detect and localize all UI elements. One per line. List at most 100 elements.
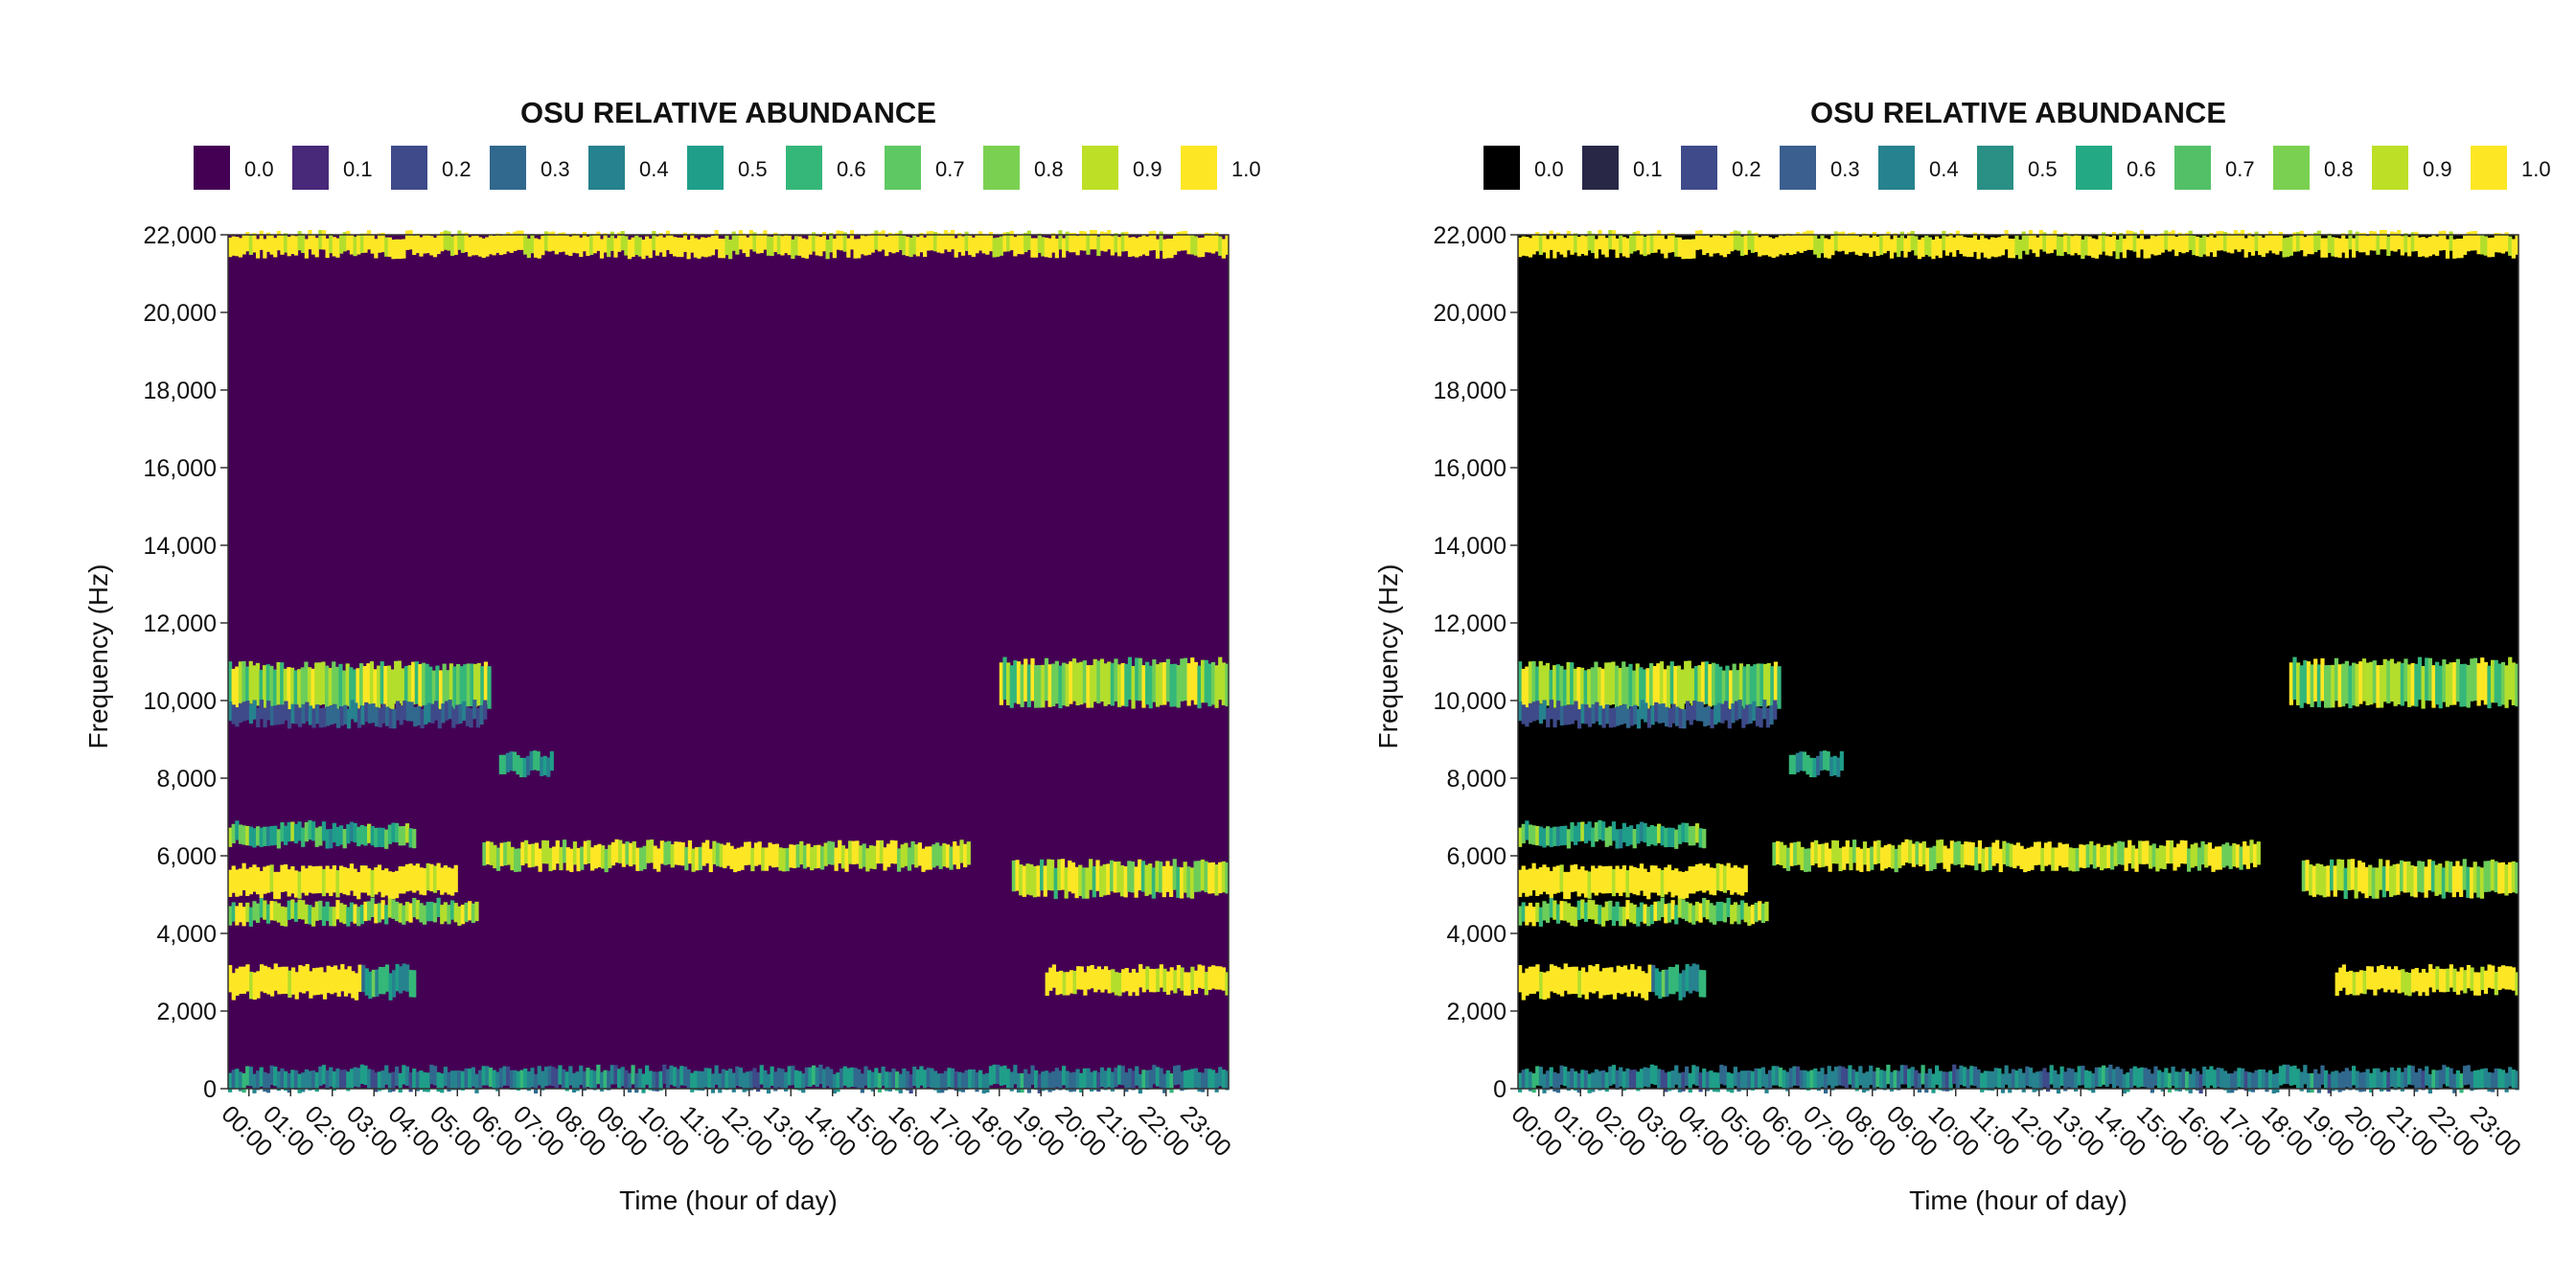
- heatmap-cell: [493, 844, 497, 869]
- heatmap-cell: [763, 1070, 768, 1091]
- heatmap-cell: [2441, 867, 2446, 899]
- heatmap-cell: [228, 965, 233, 993]
- heatmap-cell: [932, 231, 938, 252]
- heatmap-cell: [912, 1066, 917, 1087]
- heatmap-cell: [1574, 825, 1578, 845]
- heatmap-cell: [2414, 1072, 2419, 1092]
- heatmap-cell: [499, 842, 504, 866]
- heatmap-cell: [470, 663, 474, 707]
- heatmap-cell: [2487, 861, 2492, 892]
- heatmap-cell: [269, 1065, 274, 1086]
- heatmap-cell: [812, 1065, 816, 1085]
- heatmap-cell: [1733, 864, 1737, 893]
- heatmap-cell: [435, 665, 440, 709]
- heatmap-cell: [2063, 1071, 2068, 1092]
- heatmap-cell: [1705, 1071, 1710, 1092]
- heatmap-cell: [1893, 1070, 1898, 1090]
- heatmap-cell: [2386, 660, 2391, 703]
- heatmap-cell: [2275, 1072, 2280, 1093]
- heatmap-cell: [2483, 1068, 2488, 1088]
- heatmap-cell: [2497, 663, 2502, 707]
- heatmap-cell: [297, 899, 302, 919]
- heatmap-cell: [259, 870, 264, 899]
- heatmap-cell: [1619, 1067, 1623, 1087]
- heatmap-cell: [509, 233, 514, 253]
- heatmap-cell: [284, 701, 288, 721]
- heatmap-cell: [1183, 231, 1188, 251]
- heatmap-cell: [1657, 901, 1662, 921]
- heatmap-cell: [370, 869, 375, 898]
- heatmap-cell: [1925, 847, 1930, 871]
- heatmap-cell: [2473, 972, 2478, 996]
- heatmap-cell: [881, 1066, 886, 1087]
- heatmap-cell: [1709, 903, 1714, 923]
- heatmap-cell: [2406, 861, 2411, 893]
- heatmap-cell: [886, 843, 891, 867]
- heatmap-cell: [391, 899, 396, 919]
- heatmap-cell: [1531, 235, 1536, 255]
- heatmap-cell: [259, 1067, 264, 1087]
- heatmap-cell: [2337, 664, 2342, 707]
- heatmap-cell: [509, 751, 514, 771]
- heatmap-cell: [724, 235, 729, 256]
- heatmap-cell: [923, 1070, 928, 1090]
- heatmap-cell: [2500, 965, 2506, 989]
- heatmap-cell: [1957, 840, 1962, 864]
- heatmap-cell: [1165, 1070, 1170, 1091]
- heatmap-cell: [1594, 661, 1598, 705]
- heatmap-cell: [1051, 964, 1057, 988]
- heatmap-cell: [1620, 966, 1624, 995]
- heatmap-cell: [1074, 866, 1079, 899]
- heatmap-cell: [731, 231, 736, 251]
- heatmap-cell: [1197, 1071, 1202, 1092]
- heatmap-cell: [287, 667, 291, 710]
- heatmap-cell: [851, 840, 856, 864]
- heatmap-cell: [1092, 658, 1097, 702]
- heatmap-cell: [519, 1070, 524, 1090]
- heatmap-cell: [1692, 701, 1697, 721]
- heatmap-cell: [398, 239, 402, 260]
- heatmap-cell: [1880, 847, 1885, 871]
- legend-swatch: [2471, 146, 2507, 190]
- heatmap-cell: [1173, 663, 1178, 707]
- heatmap-cell: [1682, 970, 1687, 998]
- heatmap-cell: [478, 237, 483, 257]
- heatmap-cell: [2313, 232, 2318, 253]
- heatmap-cell: [284, 825, 288, 845]
- heatmap-cell: [1685, 701, 1690, 721]
- heatmap-cell: [667, 840, 672, 864]
- heatmap-cell: [1058, 665, 1063, 709]
- heatmap-cell: [1563, 901, 1568, 921]
- heatmap-cell: [2407, 1065, 2412, 1085]
- heatmap-cell: [759, 233, 764, 254]
- heatmap-cell: [1006, 1069, 1011, 1089]
- heatmap-cell: [1676, 665, 1682, 709]
- heatmap-cell: [733, 848, 738, 873]
- heatmap-cell: [812, 232, 816, 252]
- heatmap-cell: [1044, 657, 1049, 702]
- heatmap-cell: [1667, 665, 1671, 709]
- heatmap-cell: [349, 667, 354, 710]
- heatmap-cell: [2344, 239, 2349, 259]
- heatmap-cell: [335, 826, 340, 847]
- heatmap-cell: [1124, 231, 1129, 252]
- heatmap-cell: [1714, 663, 1719, 707]
- heatmap-cell: [2494, 659, 2498, 703]
- heatmap-cell: [403, 665, 409, 709]
- heatmap-cell: [336, 969, 341, 997]
- heatmap-cell: [2136, 1068, 2141, 1088]
- heatmap-cell: [1135, 972, 1139, 997]
- heatmap-cell: [1806, 1070, 1811, 1091]
- heatmap-cell: [1574, 907, 1578, 927]
- heatmap-cell: [1559, 665, 1564, 709]
- heatmap-cell: [740, 846, 745, 870]
- heatmap-cell: [1733, 902, 1737, 922]
- heatmap-cell: [1974, 846, 1979, 871]
- heatmap-cell: [1955, 230, 1960, 250]
- heatmap-cell: [2083, 236, 2089, 256]
- heatmap-cell: [1605, 704, 1610, 724]
- heatmap-cell: [447, 231, 451, 251]
- heatmap-cell: [1713, 867, 1717, 896]
- heatmap-cell: [2390, 969, 2395, 993]
- heatmap-cell: [1576, 709, 1582, 729]
